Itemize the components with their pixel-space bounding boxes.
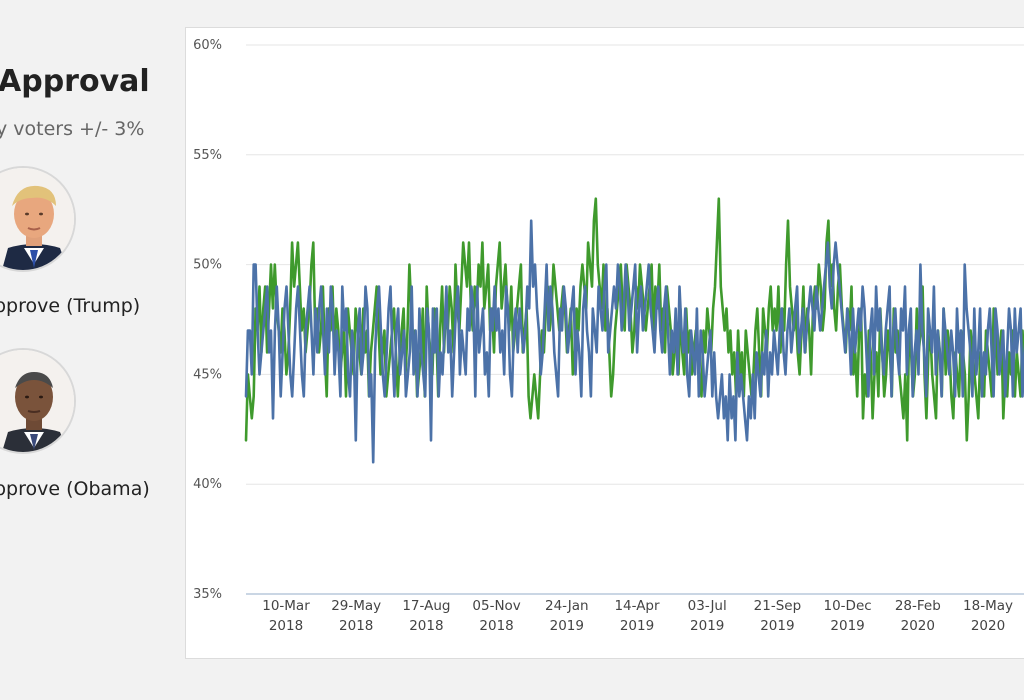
x-tick-label: 03-Jul — [688, 598, 727, 614]
y-tick-label: 50% — [193, 258, 222, 273]
x-tick-label: 05-Nov — [472, 598, 520, 614]
y-tick-label: 45% — [193, 367, 222, 382]
x-tick-label: 28-Feb — [895, 598, 941, 614]
x-tick-label: 24-Jan — [545, 598, 589, 614]
x-tick-year: 2018 — [339, 618, 373, 634]
legend-obama-label: pprove (Obama) — [0, 478, 150, 500]
x-tick-year: 2019 — [550, 618, 584, 634]
x-tick-year: 2020 — [901, 618, 935, 634]
x-tick-label: 10-Dec — [824, 598, 872, 614]
trump-approval-line — [244, 219, 1024, 464]
sidebar: Approval y voters +/- 3% pprove (Trump) — [0, 0, 180, 700]
y-tick-label: 55% — [193, 148, 222, 163]
approval-line-chart: 60%55%50%45%40%35% 10-Mar201829-May20181… — [193, 38, 1024, 634]
x-tick-year: 2018 — [479, 618, 513, 634]
x-tick-year: 2019 — [690, 618, 724, 634]
x-tick-year: 2019 — [760, 618, 794, 634]
x-tick-year: 2018 — [409, 618, 443, 634]
x-tick-year: 2020 — [971, 618, 1005, 634]
x-tick-label: 21-Sep — [754, 598, 802, 614]
page-subtitle: y voters +/- 3% — [0, 118, 145, 140]
page-title: Approval — [0, 64, 150, 99]
obama-approval-line — [244, 197, 1024, 442]
y-axis: 60% 55% 50% 45% 40% 35% — [193, 38, 222, 602]
x-tick-label: 14-Apr — [614, 598, 660, 614]
y-tick-label: 40% — [193, 477, 222, 492]
trump-portrait-icon — [0, 166, 76, 272]
y-tick-label: 35% — [193, 587, 222, 602]
x-tick-label: 29-May — [331, 598, 381, 614]
chart-panel: 60% 55% 50% 45% 40% 35% 10-Mar 2018 29-May 2018 1… — [185, 27, 1024, 659]
x-tick-year: 2019 — [620, 618, 654, 634]
x-tick-year: 2019 — [830, 618, 864, 634]
x-tick-label: 17-Aug — [402, 598, 450, 614]
x-axis: 10-Mar 2018 29-May 2018 17-Aug 2018 05-Nov 2018… — [262, 598, 1013, 634]
x-tick-year: 2018 — [269, 618, 303, 634]
obama-portrait-icon — [0, 348, 76, 454]
x-tick-label: 10-Mar — [262, 598, 310, 614]
legend-trump-label: pprove (Trump) — [0, 295, 141, 317]
x-tick-label: 18-May — [963, 598, 1013, 614]
y-tick-label: 60% — [193, 38, 222, 53]
series-layer — [244, 197, 1024, 464]
